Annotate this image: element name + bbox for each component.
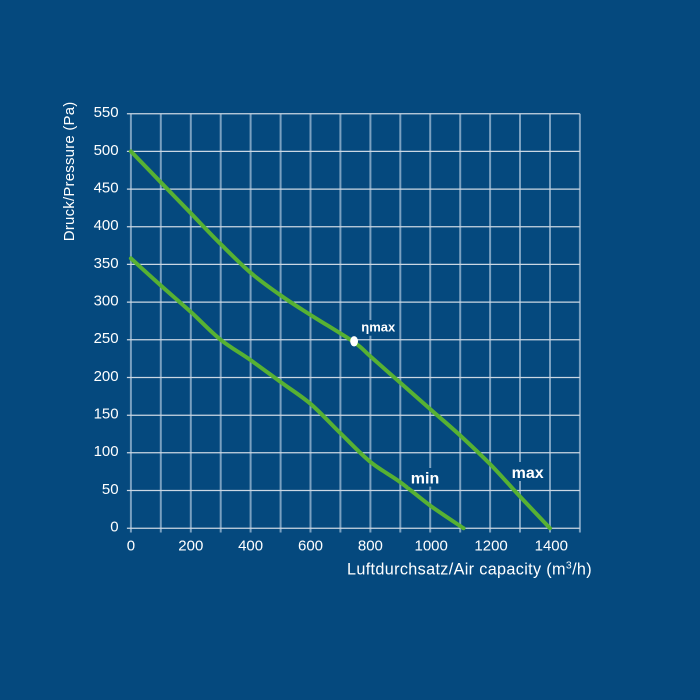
svg-text:Druck/Pressure (Pa): Druck/Pressure (Pa) xyxy=(61,102,78,242)
svg-text:1000: 1000 xyxy=(415,538,448,555)
svg-text:150: 150 xyxy=(94,406,119,423)
svg-text:1200: 1200 xyxy=(474,538,507,555)
svg-text:max: max xyxy=(512,465,544,482)
svg-text:400: 400 xyxy=(94,217,119,234)
svg-text:500: 500 xyxy=(94,142,119,159)
svg-text:Luftdurchsatz/Air capacity (m3: Luftdurchsatz/Air capacity (m3/h) xyxy=(347,560,592,579)
svg-text:0: 0 xyxy=(110,519,118,536)
svg-text:1400: 1400 xyxy=(535,538,568,555)
svg-text:400: 400 xyxy=(238,538,263,555)
svg-text:600: 600 xyxy=(298,538,323,555)
svg-text:250: 250 xyxy=(94,330,119,347)
svg-text:550: 550 xyxy=(94,104,119,121)
svg-text:0: 0 xyxy=(127,538,135,555)
svg-text:350: 350 xyxy=(94,255,119,272)
svg-text:800: 800 xyxy=(358,538,383,555)
svg-text:50: 50 xyxy=(102,481,119,498)
svg-text:300: 300 xyxy=(94,293,119,310)
svg-text:200: 200 xyxy=(178,538,203,555)
svg-text:450: 450 xyxy=(94,180,119,197)
svg-text:min: min xyxy=(411,471,439,488)
svg-text:100: 100 xyxy=(94,443,119,460)
svg-text:ηmax: ηmax xyxy=(361,320,396,335)
svg-text:200: 200 xyxy=(94,368,119,385)
